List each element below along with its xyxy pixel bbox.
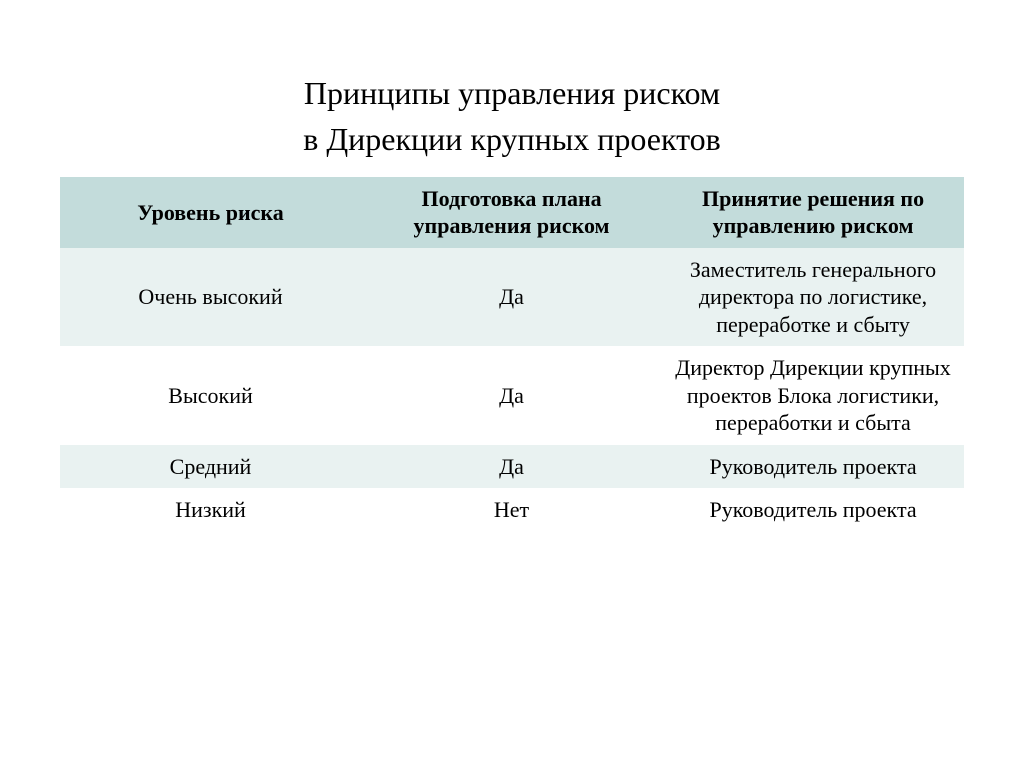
- table-cell: Да: [361, 346, 662, 445]
- table-cell: Заместитель генерального директора по ло…: [662, 248, 964, 347]
- table-row: Очень высокий Да Заместитель генеральног…: [60, 248, 964, 347]
- table-cell: Низкий: [60, 488, 361, 532]
- table-cell: Нет: [361, 488, 662, 532]
- header-cell: Уровень риска: [60, 177, 361, 248]
- table-cell: Да: [361, 248, 662, 347]
- table-cell: Очень высокий: [60, 248, 361, 347]
- header-cell: Принятие решения по управлению риском: [662, 177, 964, 248]
- table-cell: Да: [361, 445, 662, 489]
- table-header-row: Уровень риска Подготовка плана управлени…: [60, 177, 964, 248]
- title-line-1: Принципы управления риском: [60, 70, 964, 116]
- table-row: Высокий Да Директор Дирекции крупных про…: [60, 346, 964, 445]
- table-cell: Руководитель проекта: [662, 445, 964, 489]
- table-row: Средний Да Руководитель проекта: [60, 445, 964, 489]
- slide-title: Принципы управления риском в Дирекции кр…: [60, 70, 964, 163]
- table-cell: Руководитель проекта: [662, 488, 964, 532]
- table-cell: Директор Дирекции крупных проектов Блока…: [662, 346, 964, 445]
- title-line-2: в Дирекции крупных проектов: [60, 116, 964, 162]
- slide-container: Принципы управления риском в Дирекции кр…: [0, 0, 1024, 767]
- risk-table: Уровень риска Подготовка плана управлени…: [60, 177, 964, 532]
- header-cell: Подготовка плана управления риском: [361, 177, 662, 248]
- table-cell: Высокий: [60, 346, 361, 445]
- table-cell: Средний: [60, 445, 361, 489]
- table-row: Низкий Нет Руководитель проекта: [60, 488, 964, 532]
